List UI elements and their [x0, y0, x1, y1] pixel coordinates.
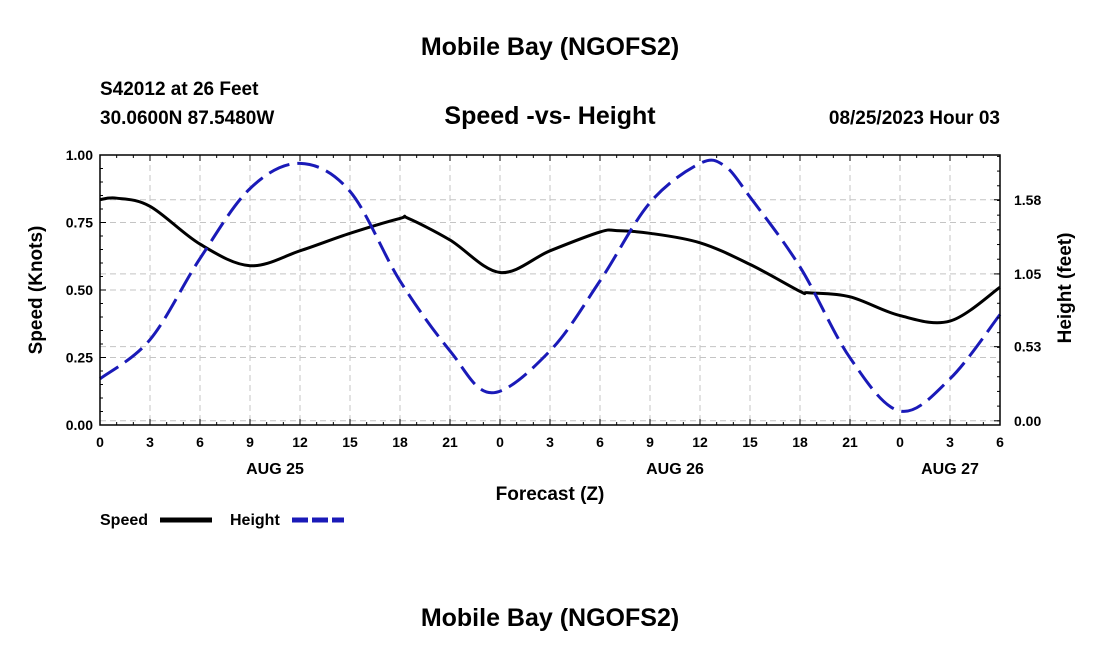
legend-height-label: Height — [230, 512, 280, 529]
x-tick-label: 6 — [596, 434, 604, 450]
y2-tick-label: 0.00 — [1014, 413, 1041, 429]
y2-tick-label: 1.58 — [1014, 192, 1041, 208]
y2-tick-label: 0.53 — [1014, 339, 1041, 355]
x-tick-label: 12 — [692, 434, 708, 450]
grid — [100, 155, 1000, 425]
day-label: AUG 26 — [646, 461, 704, 478]
x-tick-label: 18 — [792, 434, 808, 450]
x-tick-label: 6 — [996, 434, 1004, 450]
x-tick-label: 3 — [946, 434, 954, 450]
page-title-top: Mobile Bay (NGOFS2) — [421, 33, 679, 61]
y-tick-label: 0.25 — [66, 350, 93, 366]
day-label: AUG 27 — [921, 461, 979, 478]
x-axis-label: Forecast (Z) — [496, 484, 605, 505]
y-tick-label: 0.00 — [66, 417, 93, 433]
x-tick-label: 0 — [496, 434, 504, 450]
x-tick-label: 12 — [292, 434, 308, 450]
legend: Speed Height — [100, 512, 344, 529]
x-tick-label: 9 — [246, 434, 254, 450]
y2-tick-label: 1.05 — [1014, 266, 1041, 282]
x-tick-label: 18 — [392, 434, 408, 450]
y-tick-label: 0.50 — [66, 282, 93, 298]
page-title-bottom: Mobile Bay (NGOFS2) — [421, 604, 679, 632]
x-tick-label: 0 — [896, 434, 904, 450]
datetime-label: 08/25/2023 Hour 03 — [829, 108, 1000, 129]
x-tick-label: 0 — [96, 434, 104, 450]
x-tick-label: 6 — [196, 434, 204, 450]
day-label: AUG 25 — [246, 461, 304, 478]
axis-ticks: 0 3 6 9 12 15 18 21 0 3 6 9 12 15 18 21 0 3 6 0.00 0.25 0.50 0… — [66, 147, 1042, 478]
x-tick-label: 9 — [646, 434, 654, 450]
coordinates-label: 30.0600N 87.5480W — [100, 108, 274, 129]
x-tick-label: 3 — [546, 434, 554, 450]
x-tick-label: 15 — [742, 434, 758, 450]
series-line-speed — [99, 196, 1001, 325]
x-tick-label: 21 — [842, 434, 858, 450]
y-axis-label-right: Height (feet) — [1055, 233, 1076, 344]
station-label: S42012 at 26 Feet — [100, 79, 259, 100]
y-tick-label: 1.00 — [66, 147, 93, 163]
y-tick-label: 0.75 — [66, 215, 93, 231]
x-tick-label: 3 — [146, 434, 154, 450]
series-lines — [99, 158, 1002, 413]
series-line-height — [99, 158, 1002, 413]
plot-title: Speed -vs- Height — [444, 102, 656, 130]
legend-speed-label: Speed — [100, 512, 148, 529]
y-axis-label-left: Speed (Knots) — [26, 226, 47, 355]
x-tick-label: 15 — [342, 434, 358, 450]
x-tick-label: 21 — [442, 434, 458, 450]
